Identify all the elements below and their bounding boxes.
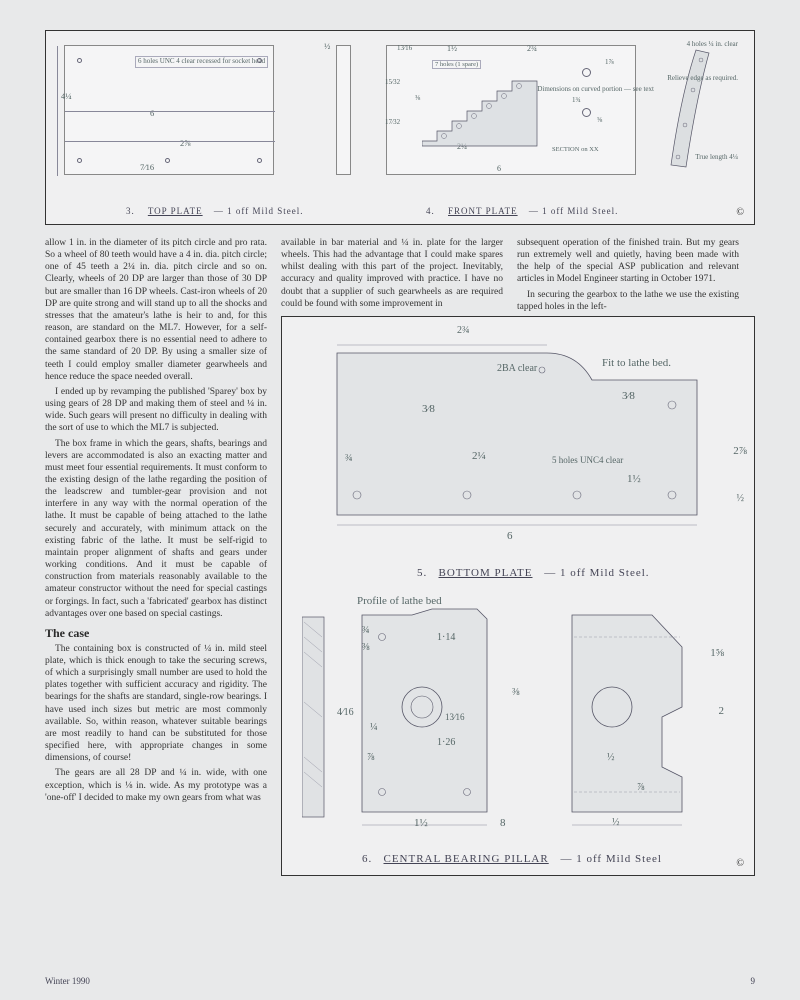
para-4: The containing box is constructed of ¼ i… — [45, 643, 267, 765]
d58: ⅝ — [597, 116, 602, 124]
holes7: 7 holes (1 spare) — [432, 60, 481, 69]
f6-1316: 13⁄16 — [445, 712, 465, 722]
f6-158: 1⅝ — [710, 647, 724, 659]
copyright-bottom: © — [736, 858, 744, 869]
caption-fig4: 4. FRONT PLATE — 1 off Mild Steel. — [426, 206, 618, 216]
f6-12c: ½ — [612, 817, 620, 828]
para-2: I ended up by revamping the published 'S… — [45, 386, 267, 435]
dims-note: Dimensions on curved portion — see text — [537, 86, 654, 94]
caption-fig6: 6. CENTRAL BEARING PILLAR — 1 off Mild S… — [362, 853, 662, 865]
f5-fit: Fit to lathe bed. — [602, 357, 671, 369]
f6-38: ⅜ — [362, 642, 370, 653]
dim-716: 7⁄16 — [140, 162, 154, 172]
fig3-num: 3. — [126, 206, 135, 216]
caption-fig3: 3. TOP PLATE — 1 off Mild Steel. — [126, 206, 303, 216]
f6-416: 4⁄16 — [337, 707, 354, 718]
f5-34: ¾ — [345, 453, 353, 464]
f6-34: ¾ — [362, 625, 370, 636]
fig3-top-plate: 6 holes UNC 4 clear recessed for socket … — [64, 45, 274, 175]
bottom-figure: 2¾ 2BA clear Fit to lat — [281, 316, 755, 876]
d234: 2¾ — [527, 44, 537, 53]
holes4: 4 holes ¼ in. clear — [687, 41, 738, 48]
para-1: allow 1 in. in the diameter of its pitch… — [45, 237, 267, 383]
holes-note: 6 holes UNC 4 clear recessed for socket … — [135, 56, 268, 68]
dim-6: 6 — [150, 108, 154, 118]
d112: 1½ — [447, 44, 457, 53]
d1732: 17⁄32 — [385, 118, 400, 126]
fig5-bottom-plate: 2¾ 2BA clear Fit to lat — [327, 335, 729, 555]
f5-278: 2⅞ — [733, 445, 747, 457]
f5-holes: 5 holes UNC4 clear — [552, 455, 623, 465]
f5-38b: 3⁄8 — [622, 390, 635, 402]
f5-12: ½ — [737, 493, 745, 504]
dim-414: 4¼ — [61, 91, 72, 101]
section-xx: SECTION on XX — [552, 146, 599, 153]
para-c3-2: In securing the gearbox to the lathe we … — [517, 289, 739, 313]
dim-mid: ½ — [324, 41, 330, 51]
fig5-title: BOTTOM PLATE — [439, 567, 533, 579]
d1316: 13⁄16 — [397, 44, 412, 52]
f6-profile: Profile of lathe bed — [357, 595, 442, 607]
fig4-sub: — 1 off Mild Steel. — [529, 206, 619, 216]
para-5: The gears are all 28 DP and ¼ in. wide, … — [45, 767, 267, 803]
f6-78b: ⅞ — [637, 782, 645, 793]
f5-112: 1½ — [627, 473, 641, 485]
page-footer: Winter 1990 9 — [45, 976, 755, 986]
para-c3-1: subsequent operation of the finished tra… — [517, 237, 739, 286]
f5-6: 6 — [507, 530, 513, 542]
column-3: subsequent operation of the finished tra… — [517, 237, 739, 316]
fig5-sub: — 1 off Mild Steel. — [544, 567, 649, 579]
f6-38b: ⅜ — [512, 687, 520, 698]
f5-2ba: 2BA clear — [497, 363, 537, 374]
column-right-wrap: available in bar material and ¼ in. plat… — [281, 237, 755, 876]
d38: ⅜ — [415, 94, 420, 102]
f6-112b: 1½ — [414, 817, 428, 829]
fig6-pillar: Profile of lathe bed — [302, 607, 729, 837]
d178: 1⅞ — [605, 58, 614, 66]
column-1: allow 1 in. in the diameter of its pitch… — [45, 237, 267, 876]
fig4-title: FRONT PLATE — [448, 206, 518, 216]
d134: 1¾ — [572, 96, 581, 104]
dim-278: 2⅞ — [180, 138, 191, 148]
fig6-sub: — 1 off Mild Steel — [560, 853, 662, 865]
f6-14: ¼ — [370, 722, 378, 733]
curve-piece: 4 holes ¼ in. clear Relieve edge as requ… — [661, 45, 736, 175]
column-2: available in bar material and ¼ in. plat… — [281, 237, 503, 316]
step-profile-icon — [422, 76, 542, 151]
truelen: True length 4¼ — [695, 153, 738, 161]
fig6-num: 6. — [362, 853, 372, 865]
fig4-front-plate: 13⁄16 1½ 2¾ 1⅞ 7 holes (1 spare) 15⁄32 ⅜… — [386, 45, 636, 175]
para-3: The box frame in which the gears, shafts… — [45, 438, 267, 620]
d6r: 6 — [497, 164, 501, 173]
f6-8fake: 8 — [500, 817, 506, 829]
f6-126: 1·26 — [437, 737, 455, 748]
copyright-top: © — [736, 207, 744, 218]
fig3-sub: — 1 off Mild Steel. — [214, 206, 304, 216]
f6-2: 2 — [719, 705, 725, 717]
para-c2-1: available in bar material and ¼ in. plat… — [281, 237, 503, 310]
relief: Relieve edge as required. — [667, 75, 738, 82]
caption-fig5: 5. BOTTOM PLATE — 1 off Mild Steel. — [417, 567, 650, 579]
f6-114: 1·14 — [437, 632, 455, 643]
article-columns: allow 1 in. in the diameter of its pitch… — [45, 237, 755, 876]
top-figure: 6 holes UNC 4 clear recessed for socket … — [45, 30, 755, 225]
fig4-num: 4. — [426, 206, 435, 216]
page-number: 9 — [751, 976, 756, 986]
fig3-section — [336, 45, 351, 175]
fig6-title: CENTRAL BEARING PILLAR — [384, 853, 549, 865]
f6-78: ⅞ — [367, 752, 375, 763]
f5-214: 2¼ — [472, 450, 486, 462]
f6-12b: ½ — [607, 752, 615, 763]
d1532: 15⁄32 — [385, 78, 400, 86]
fig5-num: 5. — [417, 567, 427, 579]
footer-date: Winter 1990 — [45, 976, 90, 986]
section-head-case: The case — [45, 626, 267, 641]
fig3-title: TOP PLATE — [148, 206, 203, 216]
f5-38a: 3⁄8 — [422, 403, 435, 415]
